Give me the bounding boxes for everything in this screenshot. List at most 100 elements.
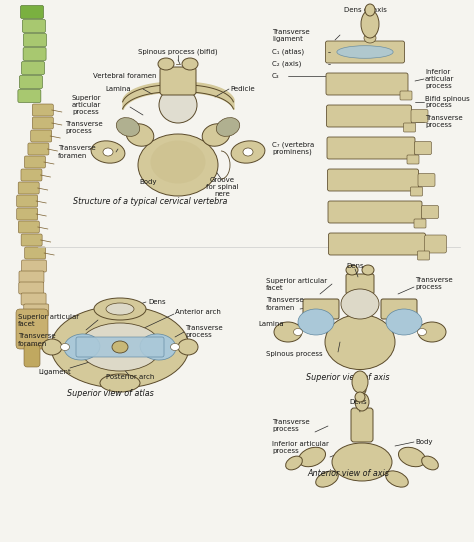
Ellipse shape	[79, 323, 161, 371]
FancyBboxPatch shape	[414, 219, 426, 228]
FancyBboxPatch shape	[24, 304, 49, 316]
Ellipse shape	[231, 141, 265, 163]
FancyBboxPatch shape	[18, 182, 39, 194]
Ellipse shape	[337, 46, 393, 59]
Ellipse shape	[106, 303, 134, 315]
Text: Transverse
process: Transverse process	[185, 326, 223, 339]
FancyBboxPatch shape	[19, 75, 43, 88]
Ellipse shape	[216, 118, 240, 137]
Ellipse shape	[94, 298, 146, 320]
Text: C₇ (vertebra
prominens): C₇ (vertebra prominens)	[272, 141, 314, 155]
Ellipse shape	[364, 33, 376, 43]
FancyBboxPatch shape	[32, 104, 53, 116]
FancyBboxPatch shape	[32, 117, 53, 129]
FancyBboxPatch shape	[21, 169, 42, 181]
FancyBboxPatch shape	[20, 5, 44, 18]
Ellipse shape	[112, 341, 128, 353]
Text: Inferior articular
process: Inferior articular process	[272, 441, 329, 454]
FancyBboxPatch shape	[303, 299, 339, 319]
Ellipse shape	[361, 10, 379, 38]
FancyBboxPatch shape	[22, 20, 46, 33]
Ellipse shape	[346, 265, 358, 275]
Ellipse shape	[103, 148, 113, 156]
FancyBboxPatch shape	[21, 293, 46, 305]
FancyBboxPatch shape	[16, 309, 48, 349]
FancyBboxPatch shape	[31, 130, 52, 142]
FancyBboxPatch shape	[21, 260, 46, 272]
Text: Superior articular
facet: Superior articular facet	[18, 313, 79, 326]
FancyBboxPatch shape	[407, 155, 419, 164]
Text: Anterior arch: Anterior arch	[175, 309, 221, 315]
Ellipse shape	[332, 443, 392, 481]
Text: Dens: Dens	[148, 299, 165, 305]
FancyBboxPatch shape	[160, 67, 196, 95]
FancyBboxPatch shape	[19, 282, 44, 294]
Ellipse shape	[293, 328, 302, 335]
FancyBboxPatch shape	[18, 89, 41, 102]
Text: Posterior arch: Posterior arch	[106, 374, 154, 380]
Ellipse shape	[352, 371, 368, 393]
FancyBboxPatch shape	[421, 205, 438, 218]
Ellipse shape	[298, 309, 334, 335]
Text: Body: Body	[139, 179, 157, 185]
Ellipse shape	[151, 140, 206, 184]
Ellipse shape	[386, 309, 422, 335]
FancyBboxPatch shape	[24, 345, 40, 367]
Ellipse shape	[140, 334, 176, 360]
Text: Lamina: Lamina	[258, 321, 283, 327]
Ellipse shape	[299, 447, 326, 467]
Text: Spinous process: Spinous process	[266, 351, 323, 357]
Text: Spinous process (bifid): Spinous process (bifid)	[138, 49, 218, 55]
FancyBboxPatch shape	[328, 233, 426, 255]
Ellipse shape	[178, 339, 198, 355]
Ellipse shape	[325, 314, 395, 370]
Ellipse shape	[171, 344, 180, 351]
Text: Transverse
ligament: Transverse ligament	[272, 29, 310, 42]
Text: C₁ (atlas): C₁ (atlas)	[272, 49, 304, 55]
FancyBboxPatch shape	[418, 173, 435, 186]
Ellipse shape	[399, 447, 426, 467]
Text: Anterior view of axis: Anterior view of axis	[307, 469, 389, 479]
Ellipse shape	[358, 386, 366, 394]
Text: Dens: Dens	[349, 399, 367, 405]
Ellipse shape	[182, 58, 198, 70]
Text: C₃: C₃	[272, 73, 280, 79]
FancyBboxPatch shape	[381, 299, 417, 319]
FancyBboxPatch shape	[327, 137, 415, 159]
Text: Structure of a typical cervical vertebra: Structure of a typical cervical vertebra	[73, 197, 227, 207]
Text: Transverse
foramen: Transverse foramen	[58, 145, 96, 158]
Ellipse shape	[42, 339, 62, 355]
Ellipse shape	[138, 134, 218, 196]
Text: Transverse
process: Transverse process	[425, 115, 463, 128]
FancyBboxPatch shape	[425, 235, 447, 253]
Text: Body: Body	[415, 439, 432, 445]
Ellipse shape	[202, 124, 230, 146]
Text: Transverse
process: Transverse process	[65, 120, 103, 133]
FancyBboxPatch shape	[23, 34, 46, 47]
FancyBboxPatch shape	[21, 234, 42, 246]
FancyBboxPatch shape	[21, 61, 45, 74]
Text: C₂ (axis): C₂ (axis)	[272, 61, 301, 67]
Text: Superior view of atlas: Superior view of atlas	[67, 390, 154, 398]
FancyBboxPatch shape	[326, 41, 404, 63]
Text: Inferior
articular
process: Inferior articular process	[425, 69, 455, 89]
Ellipse shape	[341, 289, 379, 319]
FancyBboxPatch shape	[410, 187, 422, 196]
Ellipse shape	[243, 148, 253, 156]
FancyBboxPatch shape	[411, 109, 428, 122]
Text: Bifid spinous
process: Bifid spinous process	[425, 95, 470, 108]
FancyBboxPatch shape	[328, 169, 419, 191]
FancyBboxPatch shape	[23, 48, 46, 61]
FancyBboxPatch shape	[327, 105, 411, 127]
Ellipse shape	[365, 4, 375, 16]
Ellipse shape	[355, 392, 365, 402]
Text: Ligament: Ligament	[38, 369, 72, 375]
Ellipse shape	[51, 306, 189, 388]
Ellipse shape	[316, 471, 338, 487]
Ellipse shape	[126, 124, 154, 146]
Text: Transverse
foramen: Transverse foramen	[18, 333, 55, 346]
FancyBboxPatch shape	[403, 123, 416, 132]
Ellipse shape	[422, 456, 438, 470]
Ellipse shape	[286, 456, 302, 470]
Text: Superior
articular
process: Superior articular process	[72, 95, 101, 115]
